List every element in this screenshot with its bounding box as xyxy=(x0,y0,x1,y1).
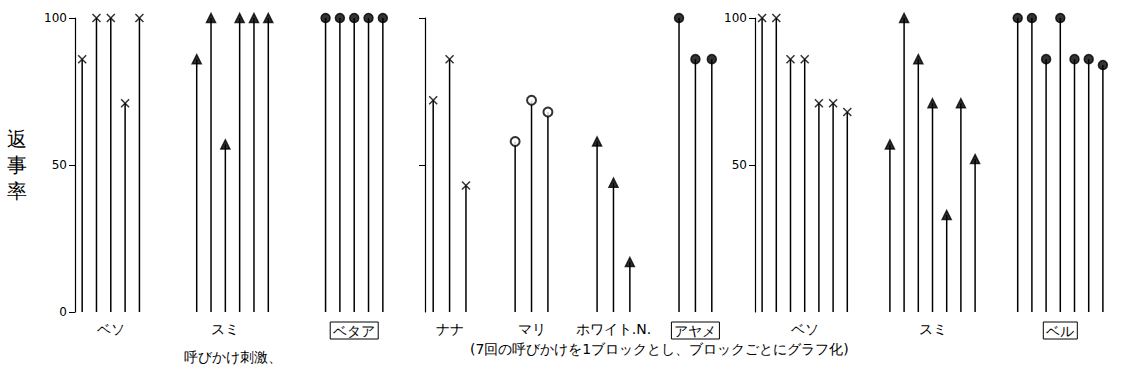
svg-text:率: 率 xyxy=(7,179,27,203)
svg-text:100: 100 xyxy=(724,11,747,25)
svg-text:アヤメ: アヤメ xyxy=(674,323,716,339)
svg-text:(7回の呼びかけを1ブロックとし、ブロックごとにグラフ化): (7回の呼びかけを1ブロックとし、ブロックごとにグラフ化) xyxy=(470,341,849,357)
svg-text:100: 100 xyxy=(44,11,67,25)
svg-text:ナナ: ナナ xyxy=(436,321,464,337)
svg-text:ホワイト.N.: ホワイト.N. xyxy=(576,321,651,337)
svg-text:50: 50 xyxy=(52,158,67,172)
svg-text:マリ: マリ xyxy=(518,321,546,337)
svg-text:ベソ: ベソ xyxy=(791,321,819,337)
svg-text:0: 0 xyxy=(59,305,67,319)
svg-text:スミ: スミ xyxy=(211,321,239,337)
svg-text:スミ: スミ xyxy=(919,321,947,337)
svg-text:ベタア: ベタア xyxy=(333,323,375,339)
svg-text:50: 50 xyxy=(732,158,747,172)
svg-text:返: 返 xyxy=(7,127,27,151)
svg-text:呼びかけ刺激、: 呼びかけ刺激、 xyxy=(184,349,282,365)
svg-text:事: 事 xyxy=(7,153,27,177)
svg-text:ベソ: ベソ xyxy=(97,321,125,337)
svg-text:ベル: ベル xyxy=(1046,323,1074,339)
